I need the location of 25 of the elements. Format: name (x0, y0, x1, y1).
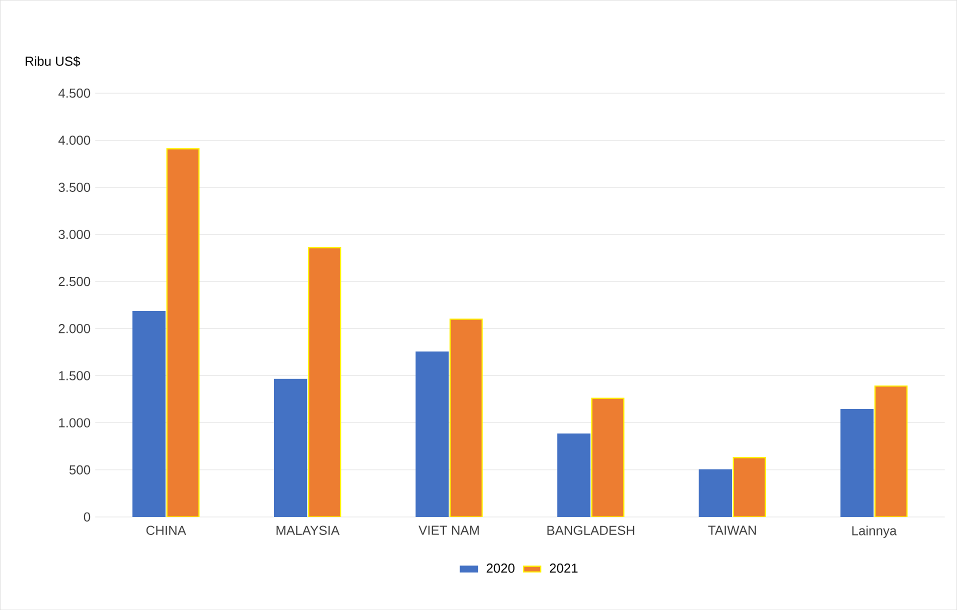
bar (166, 148, 200, 517)
y-tick-label: 2.500 (58, 276, 90, 286)
bar (874, 385, 908, 517)
x-tick-label: CHINA (146, 526, 186, 535)
y-tick-label: 4.000 (58, 136, 90, 145)
y-tick-label: 3.500 (58, 182, 90, 192)
x-tick-label: MALAYSIA (276, 526, 340, 535)
x-tick-label: VIET NAM (418, 526, 479, 535)
y-tick-label: 3.000 (58, 230, 90, 239)
y-tick-label: 1.000 (59, 418, 90, 428)
x-tick-label: TAIWAN (708, 526, 756, 535)
y-tick-label: 1.500 (59, 371, 90, 380)
y-tick-label: 2.000 (58, 324, 90, 334)
x-tick-label: Lainnya (852, 526, 897, 538)
y-tick-label: 4.500 (58, 88, 90, 98)
x-tick-label: BANGLADESH (547, 526, 634, 535)
y-tick-label: 500 (69, 465, 90, 474)
y-tick-label: 0 (84, 512, 90, 522)
legend-label: 2021 (550, 563, 578, 573)
y-axis-title: Ribu US$ (26, 56, 80, 67)
legend-label: 2020 (486, 563, 514, 573)
bar (591, 398, 624, 517)
bar (450, 318, 483, 517)
bar (732, 456, 766, 517)
bar (308, 246, 342, 517)
